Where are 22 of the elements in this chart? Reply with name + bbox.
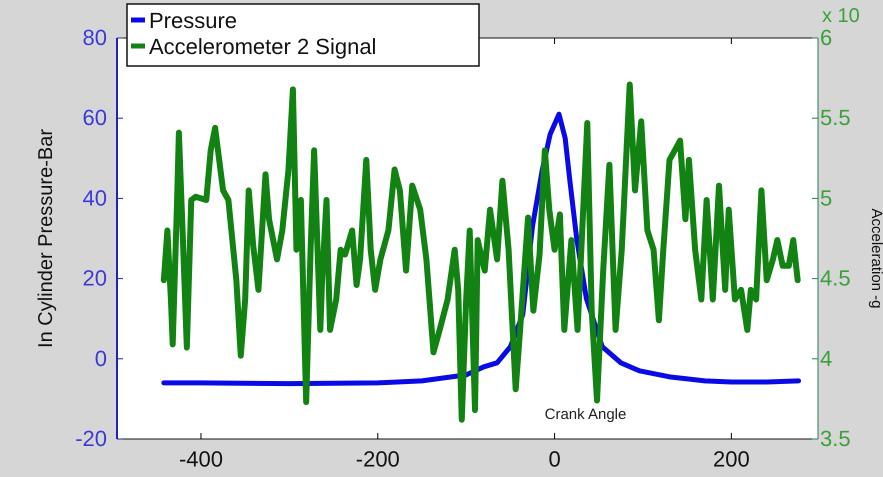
y-tick-label: 60 xyxy=(82,105,107,130)
x-tick-label: -400 xyxy=(178,446,223,472)
y2-tick-label: 5 xyxy=(820,185,832,210)
x-tick-label: 200 xyxy=(713,446,750,472)
y2-tick-label: 3.5 xyxy=(820,426,851,452)
y-axis-title: In Cylinder Pressure-Bar xyxy=(35,128,57,348)
y2-tick-label: 4.5 xyxy=(820,266,851,291)
y2-tick-label: 4 xyxy=(820,346,832,371)
legend-label: Pressure xyxy=(149,8,238,33)
x-tick-label: 0 xyxy=(548,446,561,472)
y-tick-label: 40 xyxy=(82,185,107,210)
x-tick-label: -200 xyxy=(356,446,400,472)
y-tick-label: 80 xyxy=(82,25,107,50)
y2-tick-label: 5.5 xyxy=(820,105,851,130)
y2-axis-title: Acceleration -g xyxy=(868,208,883,309)
legend-label: Accelerometer 2 Signal xyxy=(149,34,376,59)
y2-tick-label: 6 xyxy=(820,25,832,50)
y-tick-label: -20 xyxy=(75,426,107,452)
text: x 10 xyxy=(822,5,860,27)
x-axis-title: Crank Angle xyxy=(544,406,626,423)
y-tick-label: 20 xyxy=(82,266,107,291)
y-tick-label: 0 xyxy=(94,346,107,371)
